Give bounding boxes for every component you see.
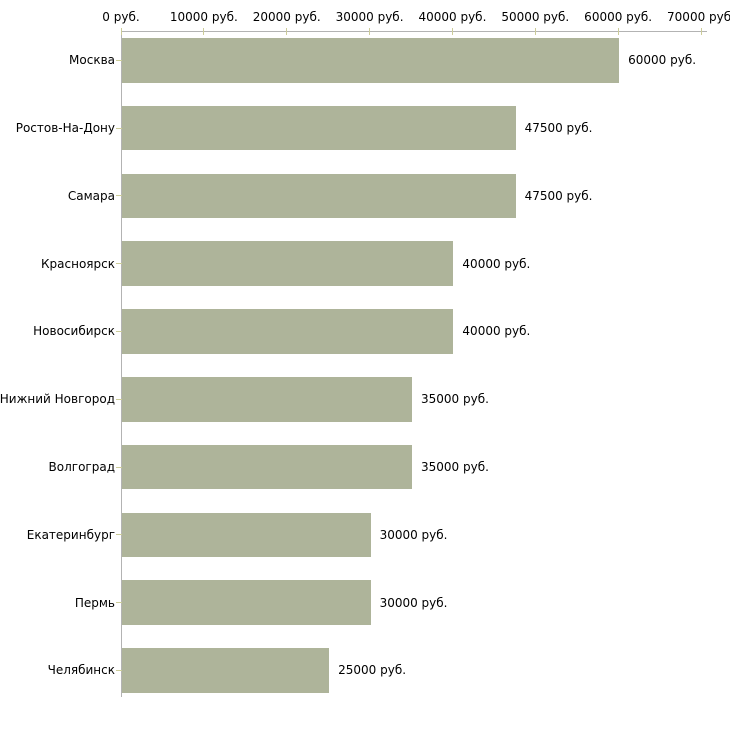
bar: [122, 444, 412, 490]
x-axis-tick: [451, 28, 453, 35]
y-axis-tick: [116, 669, 122, 671]
bar: [122, 648, 330, 693]
category-label: Челябинск: [47, 663, 115, 678]
y-axis-line: [121, 31, 122, 697]
x-axis-tick-label: 70000 руб.: [667, 10, 730, 24]
x-axis-tick: [700, 28, 702, 35]
bar-value-label: 35000 руб.: [421, 460, 489, 475]
x-axis-tick: [534, 28, 536, 35]
y-axis-tick: [116, 398, 122, 400]
x-axis-tick: [286, 28, 288, 35]
y-axis-tick: [116, 330, 122, 332]
bar-value-label: 30000 руб.: [379, 595, 448, 610]
x-axis-tick-label: 0 руб.: [102, 10, 140, 24]
bar-value-label: 47500 руб.: [524, 121, 593, 136]
x-axis-tick: [203, 28, 205, 35]
category-label: Ростов-На-Дону: [15, 121, 115, 136]
bar-value-label: 30000 руб.: [379, 527, 448, 542]
bar: [122, 38, 620, 83]
bar: [122, 105, 516, 151]
bar-value-label: 40000 руб.: [462, 324, 531, 339]
category-label: Новосибирск: [33, 324, 115, 339]
bar: [122, 580, 371, 625]
x-axis-tick: [369, 28, 371, 35]
category-label: Пермь: [74, 595, 115, 610]
bar-value-label: 25000 руб.: [338, 663, 407, 678]
category-label: Нижний Новгород: [0, 392, 115, 407]
x-axis-tick: [120, 28, 122, 35]
bar: [122, 309, 454, 354]
category-label: Волгоград: [48, 460, 115, 475]
x-axis-tick-label: 10000 руб.: [169, 10, 238, 24]
category-label: Красноярск: [41, 256, 115, 271]
bar: [122, 241, 454, 286]
y-axis-tick: [116, 127, 122, 129]
bar: [122, 377, 412, 422]
x-axis-tick: [617, 28, 619, 35]
x-axis-tick-label: 60000 руб.: [584, 10, 653, 24]
x-axis-tick-label: 20000 руб.: [252, 10, 321, 24]
y-axis-tick: [116, 534, 122, 536]
bar-value-label: 60000 руб.: [628, 53, 697, 68]
bar: [122, 512, 371, 558]
bar-value-label: 40000 руб.: [462, 256, 531, 271]
x-axis-tick-label: 50000 руб.: [501, 10, 570, 24]
y-axis-tick: [116, 263, 122, 265]
x-axis-line: [121, 31, 707, 32]
bar-value-label: 35000 руб.: [421, 392, 489, 407]
y-axis-tick: [116, 59, 122, 61]
x-axis-tick-label: 30000 руб.: [335, 10, 404, 24]
category-label: Самара: [67, 188, 115, 203]
y-axis-tick: [116, 602, 122, 604]
y-axis-tick: [116, 195, 122, 197]
bar: [122, 173, 516, 219]
bar-value-label: 47500 руб.: [524, 188, 593, 203]
category-label: Москва: [69, 53, 115, 68]
category-label: Екатеринбург: [26, 527, 115, 542]
x-axis-tick-label: 40000 руб.: [418, 10, 487, 24]
y-axis-tick: [116, 466, 122, 468]
